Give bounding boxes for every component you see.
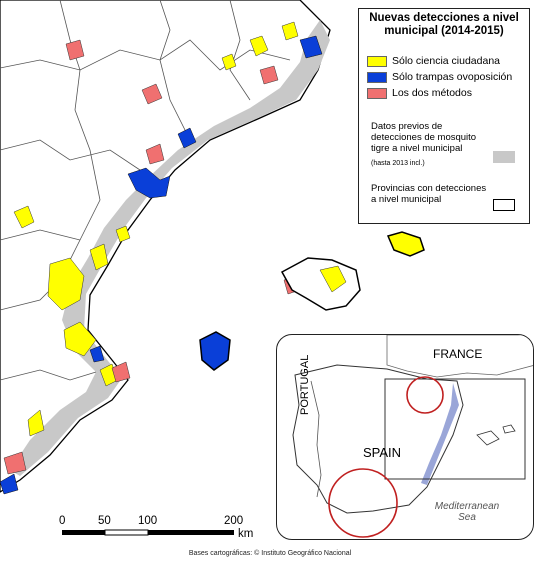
mallorca-detections bbox=[319, 265, 347, 293]
inset-menorca bbox=[502, 424, 516, 434]
credit-text: Bases cartográficas: © Instituto Geográf… bbox=[188, 550, 352, 557]
inset-zoom-box bbox=[384, 378, 526, 480]
legend-swatch-yellow bbox=[367, 55, 387, 67]
scale-tick-200: 200 bbox=[224, 515, 244, 527]
inset-label-france: FRANCE bbox=[433, 347, 483, 361]
legend-provinces-label: Provincias con detecciones a nivel munic… bbox=[371, 183, 487, 205]
scale-tick-100: 100 bbox=[138, 515, 158, 527]
legend-previous-label: Datos previos de detecciones de mosquito… bbox=[371, 121, 477, 154]
mallorca-island bbox=[280, 257, 361, 311]
inset-label-portugal: PORTUGAL bbox=[299, 354, 311, 415]
previous-detections-area bbox=[10, 20, 330, 476]
legend-label-citizen: Sólo ciencia ciudadana bbox=[392, 55, 500, 67]
inset-label-spain: SPAIN bbox=[363, 445, 402, 460]
legend-item-both: Los dos métodos bbox=[367, 87, 472, 99]
inset-portugal-border bbox=[310, 380, 322, 498]
scale-tick-50: 50 bbox=[98, 515, 111, 527]
legend-previous-note-wrap: (hasta 2013 incl.) bbox=[371, 157, 425, 169]
legend-swatch-red bbox=[367, 87, 387, 99]
mainland-land bbox=[0, 0, 331, 493]
menorca-island bbox=[386, 231, 425, 257]
inset-coast-detections bbox=[421, 383, 459, 485]
inset-map: FRANCE PORTUGAL SPAIN Mediterranean Sea bbox=[276, 334, 534, 540]
inset-map-svg bbox=[292, 335, 533, 538]
legend-item-citizen: Sólo ciencia ciudadana bbox=[367, 55, 500, 67]
inset-label-sea: Mediterranean Sea bbox=[434, 501, 500, 523]
scale-bar bbox=[62, 529, 234, 536]
scale-unit: km bbox=[238, 528, 254, 540]
scale-tick-0: 0 bbox=[59, 515, 66, 527]
legend-label-both: Los dos métodos bbox=[392, 87, 472, 99]
legend-previous-note: (hasta 2013 incl.) bbox=[371, 160, 425, 167]
legend-swatch-grey bbox=[493, 151, 515, 163]
legend-title: Nuevas detecciones a nivel municipal (20… bbox=[369, 12, 519, 37]
legend-swatch-white bbox=[493, 199, 515, 211]
inset-highlight-circle-south bbox=[328, 468, 398, 538]
legend-swatch-blue bbox=[367, 71, 387, 83]
both-methods-areas bbox=[3, 39, 301, 475]
legend-item-ovitrap: Sólo trampas ovoposición bbox=[367, 71, 512, 83]
inset-highlight-circle-north bbox=[406, 376, 444, 414]
inset-france bbox=[386, 335, 533, 378]
legend-label-ovitrap: Sólo trampas ovoposición bbox=[392, 71, 513, 83]
legend: Nuevas detecciones a nivel municipal (20… bbox=[358, 8, 530, 224]
inset-mallorca bbox=[476, 430, 500, 446]
ibiza-island bbox=[199, 331, 231, 371]
